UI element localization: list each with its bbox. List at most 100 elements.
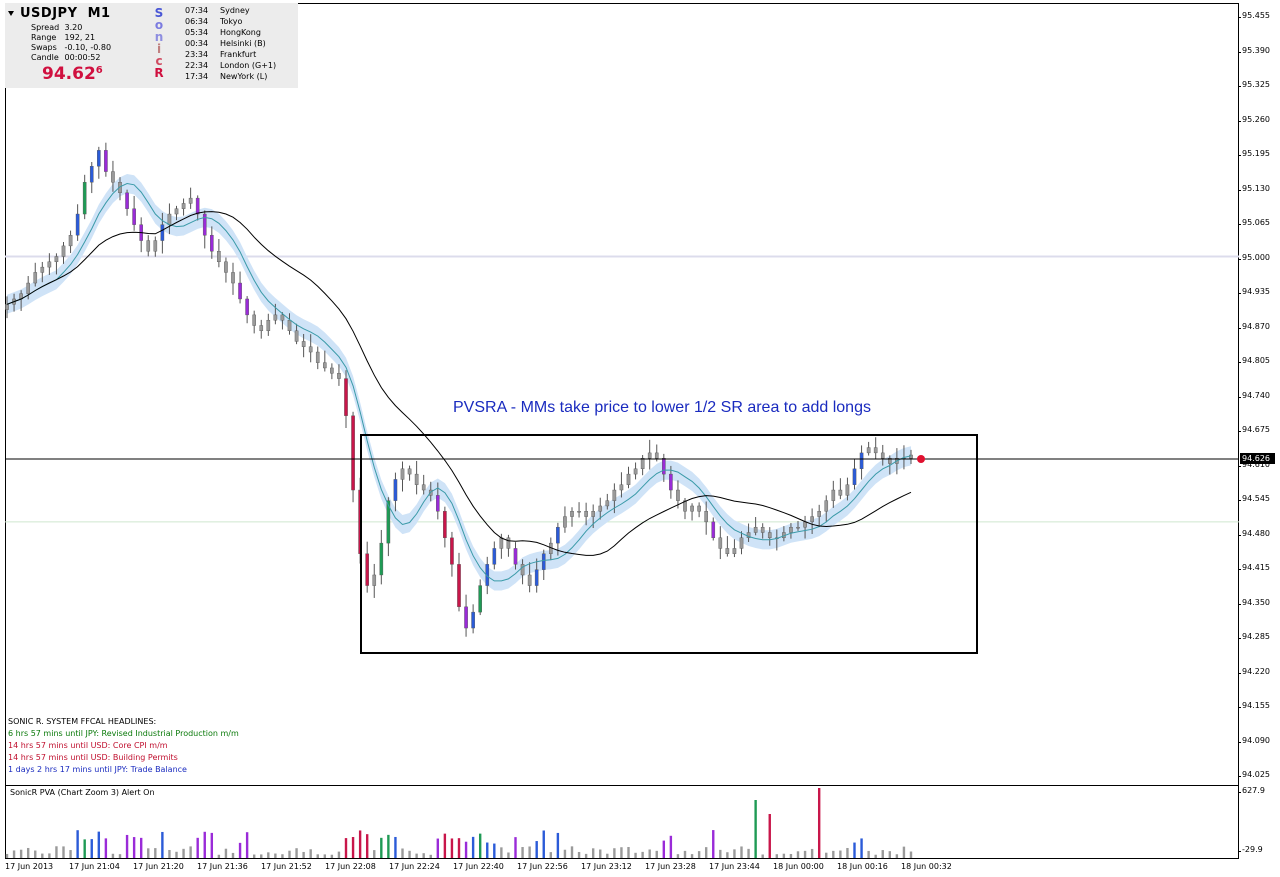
candle-body — [760, 526, 765, 533]
volume-bar — [5, 853, 9, 858]
time-axis[interactable]: 17 Jun 2013 17 Jun 21:04 17 Jun 21:20 17 Ju… — [5, 859, 1239, 877]
candle-body — [584, 511, 588, 517]
price-tick-label: 95.195 — [1238, 149, 1270, 158]
candle-body — [436, 495, 440, 512]
candle-body — [61, 245, 66, 257]
volume-bar — [514, 837, 517, 858]
volume-bar — [584, 853, 588, 858]
slow-ma-line — [6, 211, 912, 556]
price-tick-label: 94.480 — [1238, 528, 1270, 538]
candle-body — [238, 282, 242, 300]
candle-body — [266, 319, 271, 332]
candle-body — [337, 373, 341, 379]
info-row-spread: Spread 3.20 — [31, 23, 83, 32]
candle-body — [513, 548, 518, 565]
candle-body — [372, 574, 377, 586]
candle-body — [866, 447, 871, 454]
candle-body — [852, 468, 857, 485]
volume-bar — [408, 850, 411, 858]
candle-body — [323, 362, 327, 369]
sonic-letter: S — [154, 6, 164, 20]
volume-bar — [224, 848, 228, 858]
pvsra-annotation[interactable]: PVSRA - MMs take price to lower 1/2 SR a… — [453, 399, 871, 416]
horizontal-levels — [5, 255, 1239, 523]
volume-bar — [351, 837, 355, 858]
moving-averages — [6, 182, 912, 582]
price-axis[interactable]: 95.455 95.390 95.325 95.260 95.195 95.130 95.0… — [1238, 3, 1280, 783]
candle-body — [640, 457, 645, 470]
volume-bar — [90, 839, 93, 858]
volume-bar — [358, 830, 362, 858]
volume-bar — [860, 838, 863, 858]
candle-body — [351, 415, 355, 491]
symbol-title[interactable]: USDJPY M1 — [8, 6, 111, 21]
candle-body — [414, 473, 419, 485]
price-tick-label: 95.000 — [1238, 252, 1270, 262]
candle-body — [789, 526, 793, 533]
volume-bar — [330, 854, 334, 858]
volume-bar — [104, 838, 108, 858]
volume-bar — [344, 838, 348, 858]
candle-body — [683, 500, 687, 512]
time-tick-label: 17 Jun 23:44 — [709, 862, 760, 871]
price-tick-label: 95.130 — [1238, 183, 1270, 193]
volume-bar — [810, 848, 814, 858]
volume-bar — [83, 839, 86, 858]
dropdown-triangle-icon[interactable] — [8, 11, 14, 16]
volume-bar — [125, 834, 129, 858]
session-name: Sydney — [220, 6, 250, 15]
candle-body — [421, 484, 426, 491]
volume-bar — [380, 837, 383, 858]
candle-body — [577, 511, 581, 513]
volume-bar — [217, 854, 221, 858]
price-tick-label: 94.805 — [1238, 356, 1270, 365]
volume-bar — [832, 850, 835, 858]
volume-bar — [577, 851, 581, 858]
candle-body — [838, 489, 843, 496]
candle-body — [365, 553, 369, 586]
volume-bar — [895, 854, 899, 858]
volume-bar — [252, 854, 256, 858]
price-tick-label: 95.065 — [1238, 218, 1270, 227]
candle-body — [506, 537, 511, 549]
candle-body — [308, 346, 313, 353]
volume-bar — [768, 814, 771, 858]
candle-body — [118, 181, 122, 194]
time-tick-label: 17 Jun 21:04 — [69, 862, 120, 871]
price-tick-label: 94.285 — [1238, 632, 1270, 641]
candle-body — [210, 235, 214, 252]
price-chart[interactable] — [5, 3, 1239, 783]
volume-bar — [48, 853, 51, 858]
candle-body — [704, 511, 708, 523]
time-tick-label: 17 Jun 21:20 — [133, 862, 184, 871]
volume-bar — [704, 847, 708, 858]
pva-volume-window[interactable] — [5, 785, 1239, 860]
volume-bar — [429, 854, 432, 858]
volume-bar — [620, 847, 623, 858]
volume-bar — [175, 851, 178, 858]
candle-body — [527, 574, 532, 586]
candle-body — [570, 511, 574, 517]
headline-item: 14 hrs 57 mins until USD: Building Permi… — [8, 753, 178, 762]
volume-bar — [19, 849, 23, 858]
volume-bar — [775, 854, 779, 858]
candle-body — [153, 240, 158, 252]
volume-bar — [599, 849, 602, 858]
sonic-letter: c — [155, 54, 163, 68]
volume-bar — [888, 851, 892, 858]
candle-body — [68, 235, 73, 247]
volume-bar — [690, 854, 694, 858]
volume-bar — [796, 851, 800, 858]
volume-scale-min: -29.9 — [1238, 845, 1263, 854]
candle-body — [669, 473, 673, 491]
sr-box[interactable] — [360, 434, 978, 654]
volume-bar — [839, 850, 842, 858]
candle-body — [909, 454, 913, 459]
volume-bar — [450, 838, 454, 858]
candle-body — [690, 505, 694, 512]
volume-bar — [902, 846, 906, 858]
volume-bar — [669, 835, 673, 858]
candle-body — [245, 298, 249, 316]
volume-bar — [507, 852, 510, 858]
candle-body — [880, 452, 885, 459]
